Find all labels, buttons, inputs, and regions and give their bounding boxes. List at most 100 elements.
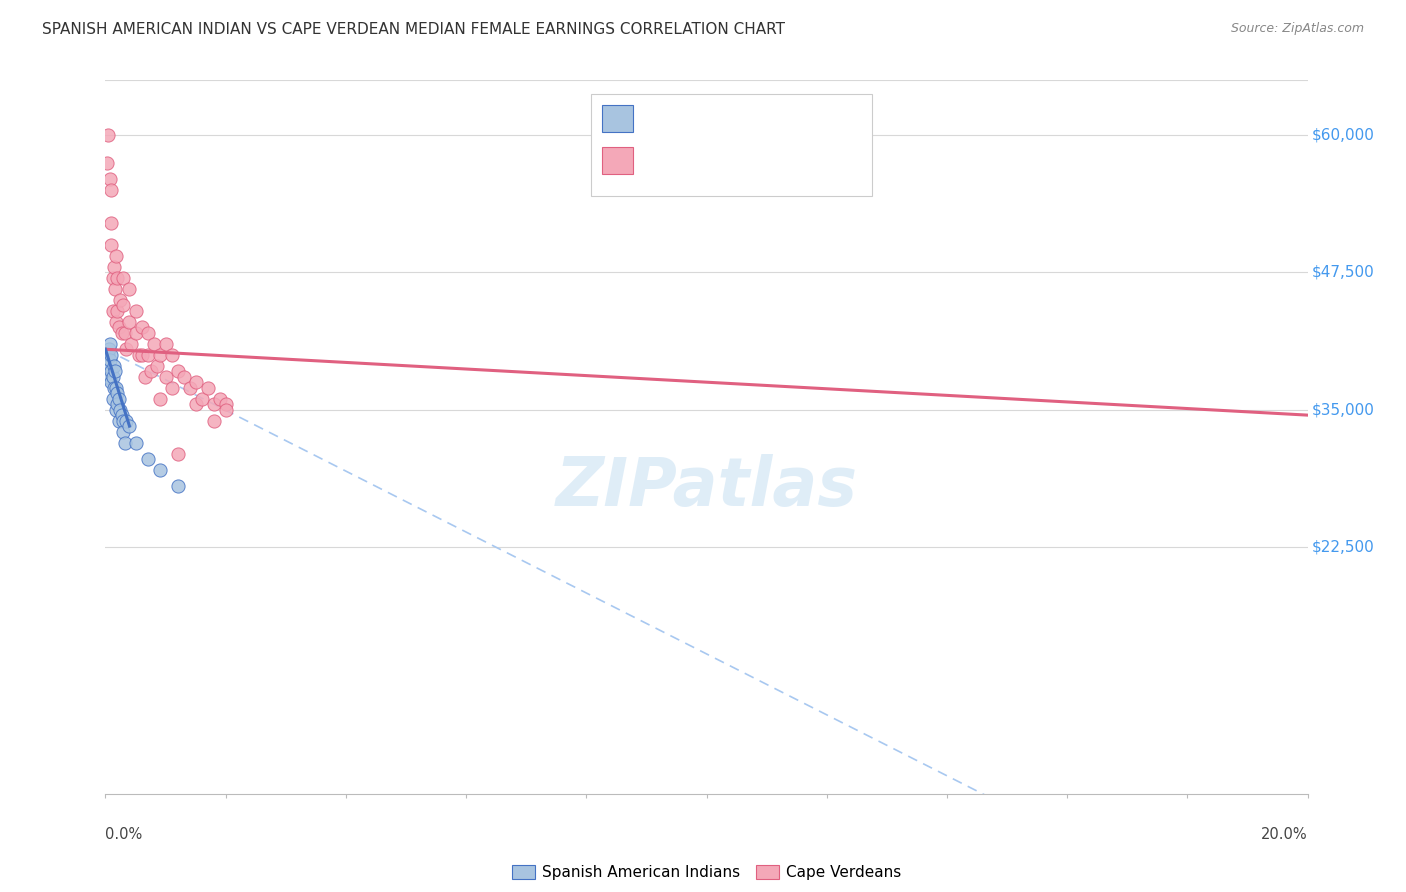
Point — [110, 293, 132, 307]
Text: -0.288: -0.288 — [683, 153, 738, 168]
Point — [98, 343, 121, 357]
Point — [100, 348, 122, 362]
Point — [148, 463, 170, 477]
Text: N =: N = — [759, 112, 793, 126]
Text: $60,000: $60,000 — [1312, 128, 1375, 143]
Point — [100, 216, 122, 230]
Point — [202, 397, 225, 411]
Point — [104, 315, 127, 329]
Point — [136, 326, 159, 340]
Point — [197, 381, 219, 395]
Point — [118, 315, 141, 329]
Point — [103, 381, 125, 395]
Point — [155, 369, 177, 384]
Point — [160, 348, 183, 362]
Text: $35,000: $35,000 — [1312, 402, 1375, 417]
Point — [112, 271, 135, 285]
Point — [136, 452, 159, 467]
Point — [120, 336, 142, 351]
Point — [184, 397, 207, 411]
Point — [108, 392, 131, 406]
Point — [190, 392, 212, 406]
Point — [124, 303, 146, 318]
Point — [98, 172, 121, 186]
Point — [134, 369, 156, 384]
Point — [166, 364, 188, 378]
Point — [166, 479, 188, 493]
Point — [105, 381, 128, 395]
Text: N =: N = — [759, 153, 793, 168]
Point — [96, 155, 118, 169]
Point — [107, 271, 129, 285]
Point — [107, 320, 129, 334]
Point — [97, 359, 120, 373]
Text: 20.0%: 20.0% — [1261, 827, 1308, 841]
Point — [104, 402, 127, 417]
Point — [202, 414, 225, 428]
Point — [131, 320, 153, 334]
Point — [148, 348, 170, 362]
Point — [112, 414, 135, 428]
Text: ZIPatlas: ZIPatlas — [555, 454, 858, 520]
Point — [139, 364, 162, 378]
Point — [136, 348, 159, 362]
Text: 31: 31 — [796, 112, 817, 126]
Text: 0.0%: 0.0% — [105, 827, 142, 841]
Point — [112, 298, 135, 312]
Point — [98, 353, 121, 368]
Point — [118, 419, 141, 434]
Point — [179, 381, 201, 395]
Point — [107, 397, 129, 411]
Point — [115, 343, 138, 357]
Point — [101, 271, 124, 285]
Point — [208, 392, 231, 406]
Point — [124, 435, 146, 450]
Point — [98, 336, 121, 351]
Point — [104, 364, 127, 378]
Point — [131, 348, 153, 362]
Point — [114, 326, 136, 340]
Point — [97, 348, 120, 362]
Point — [111, 408, 134, 422]
Point — [124, 326, 146, 340]
Point — [111, 326, 134, 340]
Point — [160, 381, 183, 395]
Point — [100, 183, 122, 197]
Point — [118, 282, 141, 296]
Point — [166, 446, 188, 460]
Text: 54: 54 — [796, 153, 817, 168]
Point — [101, 369, 124, 384]
Text: Source: ZipAtlas.com: Source: ZipAtlas.com — [1230, 22, 1364, 36]
Point — [145, 359, 167, 373]
Point — [103, 260, 125, 274]
Point — [214, 397, 236, 411]
Point — [112, 425, 135, 439]
Point — [142, 336, 165, 351]
Point — [114, 435, 136, 450]
Point — [104, 282, 127, 296]
Point — [107, 414, 129, 428]
Point — [148, 392, 170, 406]
Point — [100, 375, 122, 389]
Point — [100, 364, 122, 378]
Point — [107, 303, 129, 318]
Point — [173, 369, 195, 384]
Point — [105, 249, 128, 263]
Point — [184, 375, 207, 389]
Point — [97, 128, 120, 143]
Point — [107, 386, 129, 401]
Point — [115, 414, 138, 428]
Text: -0.208: -0.208 — [683, 112, 738, 126]
Point — [110, 402, 132, 417]
Text: SPANISH AMERICAN INDIAN VS CAPE VERDEAN MEDIAN FEMALE EARNINGS CORRELATION CHART: SPANISH AMERICAN INDIAN VS CAPE VERDEAN … — [42, 22, 785, 37]
Point — [96, 369, 118, 384]
Legend: Spanish American Indians, Cape Verdeans: Spanish American Indians, Cape Verdeans — [506, 858, 907, 886]
Text: $22,500: $22,500 — [1312, 540, 1375, 554]
Point — [155, 336, 177, 351]
Text: R =: R = — [644, 112, 678, 126]
Point — [103, 392, 125, 406]
Point — [103, 359, 125, 373]
Text: $47,500: $47,500 — [1312, 265, 1375, 280]
Text: R =: R = — [644, 153, 678, 168]
Point — [128, 348, 150, 362]
